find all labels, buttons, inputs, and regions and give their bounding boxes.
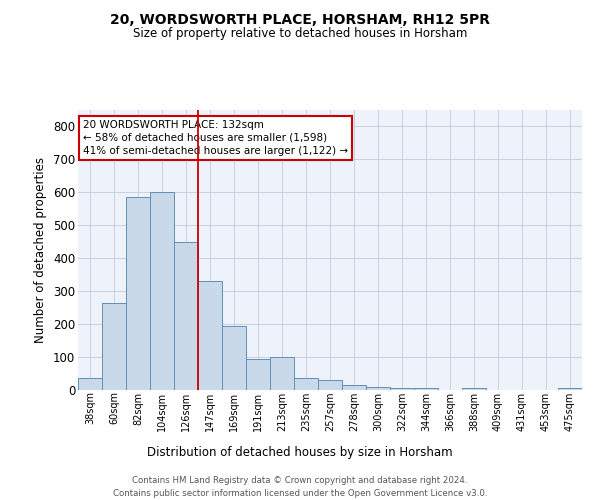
Bar bbox=[462, 388, 486, 390]
Bar bbox=[366, 386, 390, 390]
Bar bbox=[294, 378, 318, 390]
Text: Distribution of detached houses by size in Horsham: Distribution of detached houses by size … bbox=[147, 446, 453, 459]
Bar bbox=[414, 388, 438, 390]
Bar bbox=[174, 242, 198, 390]
Text: Contains HM Land Registry data © Crown copyright and database right 2024.
Contai: Contains HM Land Registry data © Crown c… bbox=[113, 476, 487, 498]
Text: Size of property relative to detached houses in Horsham: Size of property relative to detached ho… bbox=[133, 28, 467, 40]
Y-axis label: Number of detached properties: Number of detached properties bbox=[34, 157, 47, 343]
Bar bbox=[102, 302, 126, 390]
Bar bbox=[342, 385, 366, 390]
Bar bbox=[150, 192, 174, 390]
Bar bbox=[558, 388, 582, 390]
Text: 20, WORDSWORTH PLACE, HORSHAM, RH12 5PR: 20, WORDSWORTH PLACE, HORSHAM, RH12 5PR bbox=[110, 12, 490, 26]
Bar bbox=[246, 358, 270, 390]
Text: 20 WORDSWORTH PLACE: 132sqm
← 58% of detached houses are smaller (1,598)
41% of : 20 WORDSWORTH PLACE: 132sqm ← 58% of det… bbox=[83, 120, 348, 156]
Bar bbox=[270, 357, 294, 390]
Bar bbox=[390, 388, 414, 390]
Bar bbox=[318, 380, 342, 390]
Bar bbox=[78, 378, 102, 390]
Bar bbox=[198, 282, 222, 390]
Bar bbox=[126, 198, 150, 390]
Bar bbox=[222, 326, 246, 390]
